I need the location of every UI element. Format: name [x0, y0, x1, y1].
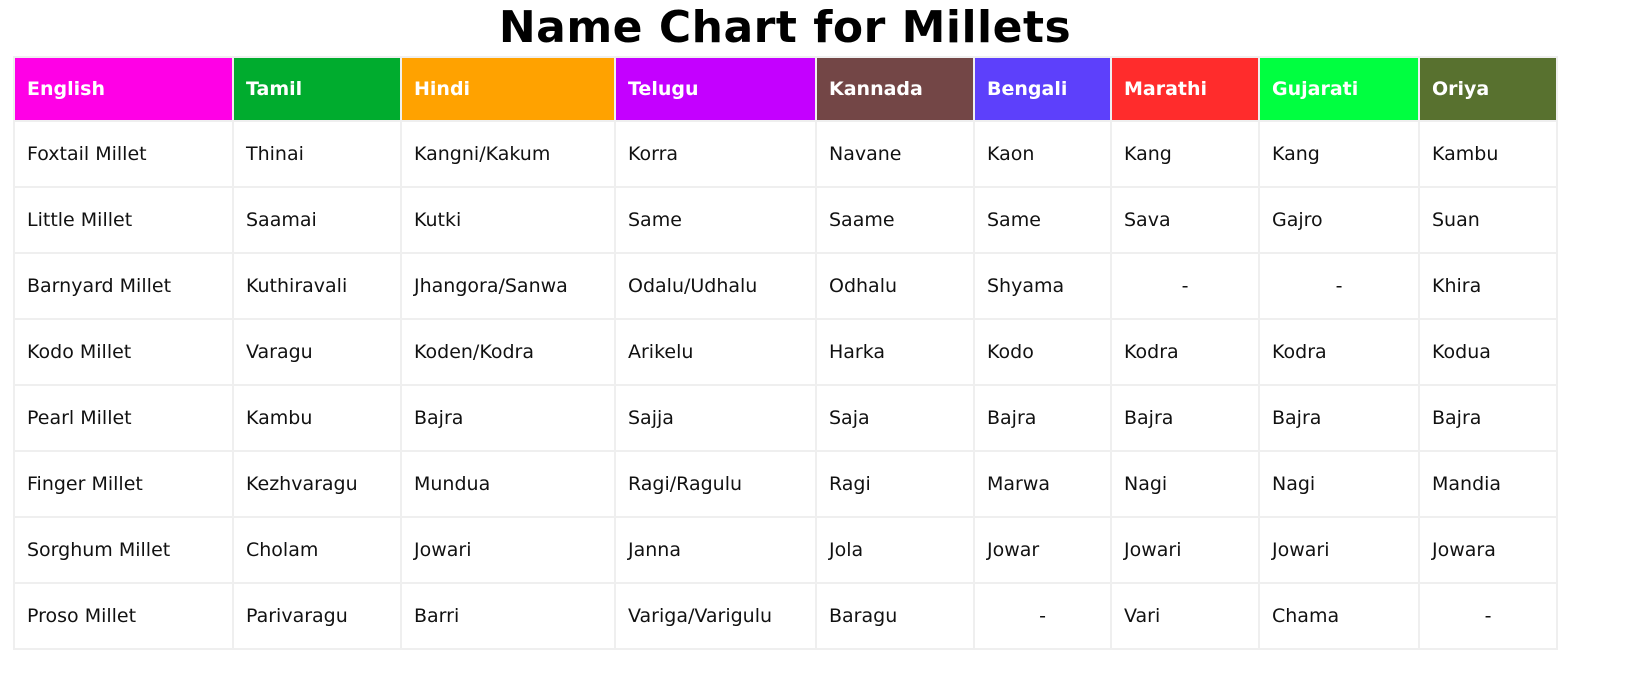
- cell-english: Foxtail Millet: [13, 120, 234, 188]
- column-header-kannada: Kannada: [815, 56, 975, 122]
- header-row: English Tamil Hindi Telugu Kannada Bengali Mar…: [13, 56, 1558, 122]
- cell-oriya: Mandia: [1418, 450, 1558, 518]
- cell-bengali: Jowar: [973, 516, 1112, 584]
- cell-tamil: Varagu: [232, 318, 402, 386]
- cell-english: Sorghum Millet: [13, 516, 234, 584]
- page-title: Name Chart for Millets: [498, 2, 1072, 53]
- cell-marathi: Vari: [1110, 582, 1260, 650]
- cell-tamil: Saamai: [232, 186, 402, 254]
- cell-gujarati: Jowari: [1258, 516, 1420, 584]
- cell-english: Kodo Millet: [13, 318, 234, 386]
- table-row: Foxtail Millet Thinai Kangni/Kakum Korra Nav…: [13, 120, 1558, 188]
- cell-bengali: Same: [973, 186, 1112, 254]
- cell-tamil: Kezhvaragu: [232, 450, 402, 518]
- column-header-tamil: Tamil: [232, 56, 402, 122]
- cell-kannada: Baragu: [815, 582, 975, 650]
- cell-kannada: Navane: [815, 120, 975, 188]
- cell-telugu: Sajja: [614, 384, 817, 452]
- cell-gujarati: Bajra: [1258, 384, 1420, 452]
- table-row: Kodo Millet Varagu Koden/Kodra Arikelu Harka…: [13, 318, 1558, 386]
- cell-hindi: Jhangora/Sanwa: [400, 252, 616, 320]
- cell-kannada: Ragi: [815, 450, 975, 518]
- cell-marathi: Sava: [1110, 186, 1260, 254]
- cell-tamil: Parivaragu: [232, 582, 402, 650]
- cell-english: Proso Millet: [13, 582, 234, 650]
- cell-hindi: Kangni/Kakum: [400, 120, 616, 188]
- cell-hindi: Bajra: [400, 384, 616, 452]
- cell-marathi: Bajra: [1110, 384, 1260, 452]
- cell-oriya: Jowara: [1418, 516, 1558, 584]
- cell-telugu: Same: [614, 186, 817, 254]
- cell-telugu: Arikelu: [614, 318, 817, 386]
- cell-kannada: Saame: [815, 186, 975, 254]
- table-row: Barnyard Millet Kuthiravali Jhangora/Sanwa…: [13, 252, 1558, 320]
- column-header-oriya: Oriya: [1418, 56, 1558, 122]
- cell-english: Pearl Millet: [13, 384, 234, 452]
- column-header-telugu: Telugu: [614, 56, 817, 122]
- cell-english: Barnyard Millet: [13, 252, 234, 320]
- cell-marathi: Jowari: [1110, 516, 1260, 584]
- cell-bengali: Kaon: [973, 120, 1112, 188]
- cell-telugu: Variga/Varigulu: [614, 582, 817, 650]
- cell-oriya: Bajra: [1418, 384, 1558, 452]
- cell-oriya: Khira: [1418, 252, 1558, 320]
- cell-bengali: -: [973, 582, 1112, 650]
- cell-english: Little Millet: [13, 186, 234, 254]
- cell-marathi: Nagi: [1110, 450, 1260, 518]
- cell-marathi: -: [1110, 252, 1260, 320]
- cell-bengali: Shyama: [973, 252, 1112, 320]
- cell-hindi: Kutki: [400, 186, 616, 254]
- cell-hindi: Barri: [400, 582, 616, 650]
- cell-gujarati: Kang: [1258, 120, 1420, 188]
- cell-tamil: Thinai: [232, 120, 402, 188]
- cell-bengali: Bajra: [973, 384, 1112, 452]
- cell-marathi: Kang: [1110, 120, 1260, 188]
- column-header-marathi: Marathi: [1110, 56, 1260, 122]
- cell-oriya: Kambu: [1418, 120, 1558, 188]
- cell-hindi: Jowari: [400, 516, 616, 584]
- cell-hindi: Mundua: [400, 450, 616, 518]
- cell-tamil: Kuthiravali: [232, 252, 402, 320]
- cell-telugu: Janna: [614, 516, 817, 584]
- cell-telugu: Odalu/Udhalu: [614, 252, 817, 320]
- cell-tamil: Kambu: [232, 384, 402, 452]
- cell-bengali: Kodo: [973, 318, 1112, 386]
- table-row: Proso Millet Parivaragu Barri Variga/Varigu…: [13, 582, 1558, 650]
- column-header-hindi: Hindi: [400, 56, 616, 122]
- cell-marathi: Kodra: [1110, 318, 1260, 386]
- cell-oriya: Suan: [1418, 186, 1558, 254]
- table-row: Finger Millet Kezhvaragu Mundua Ragi/Ragulu…: [13, 450, 1558, 518]
- cell-kannada: Odhalu: [815, 252, 975, 320]
- cell-english: Finger Millet: [13, 450, 234, 518]
- table-row: Sorghum Millet Cholam Jowari Janna Jola Jowar…: [13, 516, 1558, 584]
- cell-hindi: Koden/Kodra: [400, 318, 616, 386]
- cell-oriya: Kodua: [1418, 318, 1558, 386]
- cell-gujarati: Chama: [1258, 582, 1420, 650]
- cell-tamil: Cholam: [232, 516, 402, 584]
- cell-gujarati: Gajro: [1258, 186, 1420, 254]
- column-header-gujarati: Gujarati: [1258, 56, 1420, 122]
- table-row: Little Millet Saamai Kutki Same Saame Same Sav…: [13, 186, 1558, 254]
- column-header-bengali: Bengali: [973, 56, 1112, 122]
- millet-names-table: English Tamil Hindi Telugu Kannada Bengali Mar…: [13, 56, 1558, 650]
- cell-telugu: Ragi/Ragulu: [614, 450, 817, 518]
- cell-kannada: Jola: [815, 516, 975, 584]
- column-header-english: English: [13, 56, 234, 122]
- cell-telugu: Korra: [614, 120, 817, 188]
- table-row: Pearl Millet Kambu Bajra Sajja Saja Bajra Bajr…: [13, 384, 1558, 452]
- cell-bengali: Marwa: [973, 450, 1112, 518]
- cell-gujarati: -: [1258, 252, 1420, 320]
- cell-kannada: Harka: [815, 318, 975, 386]
- cell-oriya: -: [1418, 582, 1558, 650]
- cell-gujarati: Nagi: [1258, 450, 1420, 518]
- cell-kannada: Saja: [815, 384, 975, 452]
- cell-gujarati: Kodra: [1258, 318, 1420, 386]
